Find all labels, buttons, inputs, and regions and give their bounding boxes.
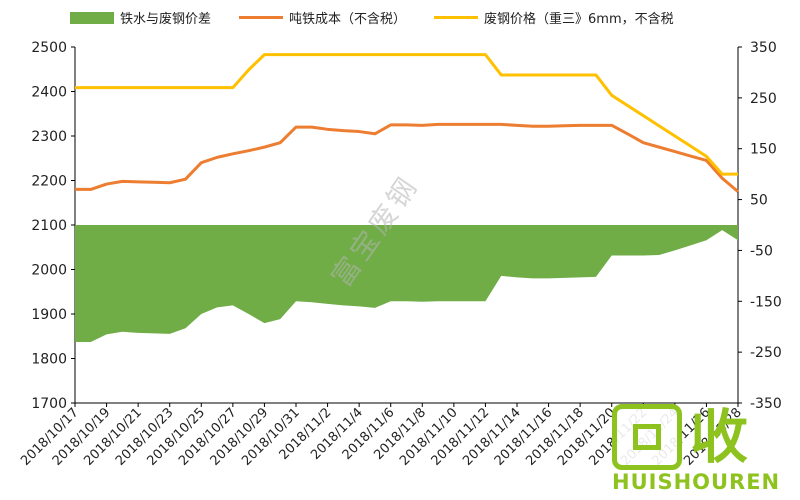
logo-cn-text: 收 (690, 403, 749, 471)
logo-en-text: HUISHOUREN (612, 470, 781, 494)
legend-item-spread: 铁水与废钢价差 (70, 8, 211, 27)
y-tick-label-left: 2300 (31, 129, 67, 145)
series-area-spread (75, 225, 738, 342)
legend-item-scrap: 废钢价格（重三》6mm，不含税 (434, 8, 674, 27)
y-tick-label-left: 2100 (31, 218, 67, 234)
y-tick-label-right: 350 (750, 40, 777, 56)
logo-box-icon (612, 404, 682, 470)
legend-label-spread: 铁水与废钢价差 (120, 12, 212, 27)
series-line-scrap (75, 53, 738, 176)
y-tick-label-right: 150 (750, 142, 777, 158)
y-tick-label-left: 2500 (31, 40, 67, 56)
legend-label-cost: 吨铁成本（不含税） (289, 12, 407, 27)
y-tick-label-right: -250 (750, 345, 782, 361)
y-tick-label-right: 250 (750, 91, 777, 107)
site-logo: 收 HUISHOUREN (612, 404, 792, 494)
y-tick-label-right: -150 (750, 294, 782, 310)
y-tick-label-right: 50 (750, 193, 768, 209)
y-tick-label-left: 2200 (31, 174, 67, 190)
series-line-cost (75, 122, 739, 193)
y-tick-label-right: -50 (750, 243, 773, 259)
y-tick-label-left: 1700 (31, 396, 67, 412)
legend-label-scrap: 废钢价格（重三》6mm，不含税 (484, 12, 674, 27)
legend-swatch-scrap (434, 16, 479, 19)
legend: 铁水与废钢价差 吨铁成本（不含税） 废钢价格（重三》6mm，不含税 (70, 8, 674, 27)
y-tick-label-left: 1800 (31, 352, 67, 368)
y-tick-label-right: -350 (750, 396, 782, 412)
y-tick-label-left: 2000 (31, 263, 67, 279)
y-tick-label-left: 1900 (31, 307, 67, 323)
legend-swatch-cost (239, 16, 284, 19)
legend-item-cost: 吨铁成本（不含税） (239, 8, 406, 27)
legend-swatch-spread (70, 11, 114, 24)
y-tick-label-left: 2400 (31, 85, 67, 101)
